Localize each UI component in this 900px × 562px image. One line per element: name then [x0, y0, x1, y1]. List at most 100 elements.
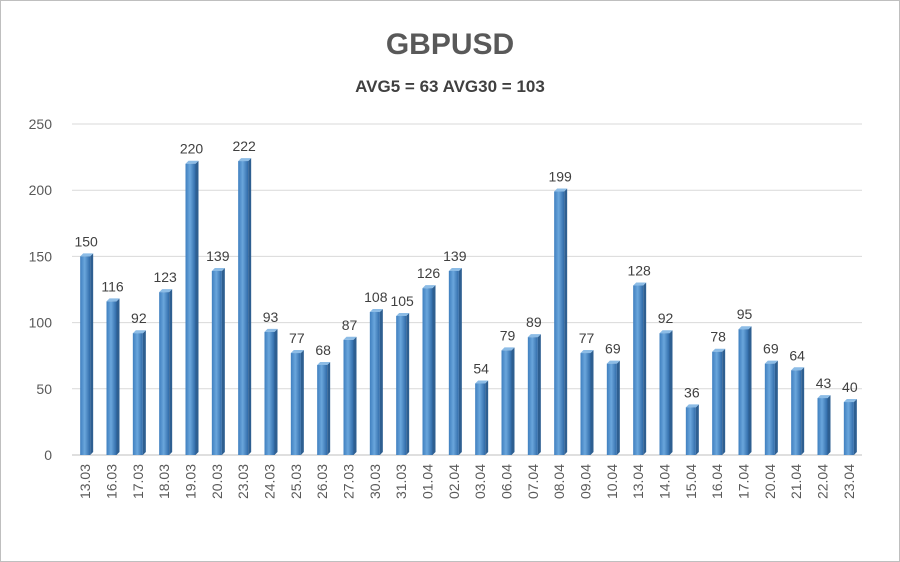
data-label: 69: [763, 341, 779, 357]
bar-group: [843, 399, 857, 455]
bar: [475, 383, 486, 455]
data-label: 92: [658, 310, 674, 326]
data-label: 116: [101, 278, 124, 294]
bar: [791, 370, 802, 455]
bar-side: [537, 334, 541, 455]
bar-group: [369, 309, 383, 455]
data-label: 108: [364, 289, 388, 305]
bar: [132, 333, 143, 455]
bar-group: [343, 336, 357, 455]
bar-side: [774, 360, 778, 455]
bar-group: [554, 188, 568, 456]
x-tick-label: 20.04: [762, 464, 778, 499]
x-tick-label: 14.04: [657, 464, 673, 499]
bar-top: [633, 282, 647, 286]
bar-top: [211, 267, 225, 271]
bar: [238, 161, 249, 455]
bar-group: [606, 360, 620, 455]
data-label: 139: [206, 248, 230, 264]
bar: [659, 333, 670, 455]
x-tick-label: 03.04: [472, 464, 488, 499]
bar-side: [590, 350, 594, 455]
bar-side: [406, 312, 410, 455]
bar-side: [748, 326, 752, 455]
data-label: 89: [526, 314, 542, 330]
bar: [685, 407, 696, 455]
bar-top: [817, 395, 831, 399]
bar-top: [448, 267, 462, 271]
x-tick-label: 01.04: [420, 464, 436, 499]
bar: [159, 292, 170, 455]
bar-top: [343, 336, 357, 340]
bar-group: [238, 158, 252, 455]
bar-top: [396, 312, 410, 316]
bar-side: [643, 282, 647, 455]
bar-top: [843, 399, 857, 403]
data-label: 123: [153, 269, 177, 285]
bar: [764, 363, 775, 455]
bar: [527, 337, 538, 455]
x-tick-label: 24.03: [262, 464, 278, 499]
bar: [633, 285, 644, 455]
y-tick-label: 150: [29, 248, 53, 264]
bar-group: [106, 298, 120, 455]
bar-top: [264, 328, 278, 332]
data-label: 87: [342, 317, 358, 333]
bar-side: [116, 298, 120, 455]
x-tick-label: 20.03: [209, 464, 225, 499]
bar-side: [274, 328, 278, 455]
bar-side: [379, 309, 383, 455]
bar-top: [791, 367, 805, 371]
bar-side: [511, 347, 515, 455]
bar-side: [169, 289, 173, 455]
bar-top: [185, 160, 199, 164]
x-tick-label: 18.03: [156, 464, 172, 499]
bar-side: [722, 348, 726, 455]
data-label: 77: [579, 330, 595, 346]
x-tick-label: 09.04: [578, 464, 594, 499]
x-tick-label: 25.03: [288, 464, 304, 499]
x-tick-label: 06.04: [499, 464, 515, 499]
data-label: 40: [842, 379, 858, 395]
bar: [369, 312, 380, 455]
data-label: 68: [315, 342, 331, 358]
bar: [817, 398, 828, 455]
data-label: 78: [710, 329, 726, 345]
x-tick-label: 27.03: [341, 464, 357, 499]
bar-group: [527, 334, 541, 455]
x-tick-label: 13.04: [630, 464, 646, 499]
bar-side: [195, 160, 199, 455]
bar: [448, 270, 459, 455]
x-tick-label: 08.04: [551, 464, 567, 499]
bar: [606, 363, 617, 455]
bar-side: [485, 380, 489, 455]
bar-top: [606, 360, 620, 364]
x-tick-label: 10.04: [604, 464, 620, 499]
x-tick-label: 16.03: [104, 464, 120, 499]
bar: [185, 163, 196, 455]
x-tick-label: 21.04: [788, 464, 804, 499]
bar-group: [264, 328, 278, 455]
data-label: 93: [263, 309, 279, 325]
x-tick-label: 15.04: [683, 464, 699, 499]
data-label: 69: [605, 341, 621, 357]
x-tick-label: 17.03: [130, 464, 146, 499]
bar: [580, 353, 591, 455]
bar-side: [142, 330, 146, 455]
bar-top: [580, 350, 594, 354]
bar-group: [422, 285, 436, 455]
bar-top: [80, 253, 94, 257]
bar: [501, 350, 512, 455]
bar-side: [327, 361, 331, 455]
bar: [343, 339, 354, 455]
data-label: 36: [684, 384, 700, 400]
bar-side: [300, 350, 304, 455]
bar-side: [353, 336, 357, 455]
x-tick-label: 26.03: [314, 464, 330, 499]
bar-top: [132, 330, 146, 334]
bar: [554, 191, 565, 456]
bar-top: [659, 330, 673, 334]
bar-top: [554, 188, 568, 192]
data-label: 105: [390, 293, 414, 309]
bar-side: [616, 360, 620, 455]
